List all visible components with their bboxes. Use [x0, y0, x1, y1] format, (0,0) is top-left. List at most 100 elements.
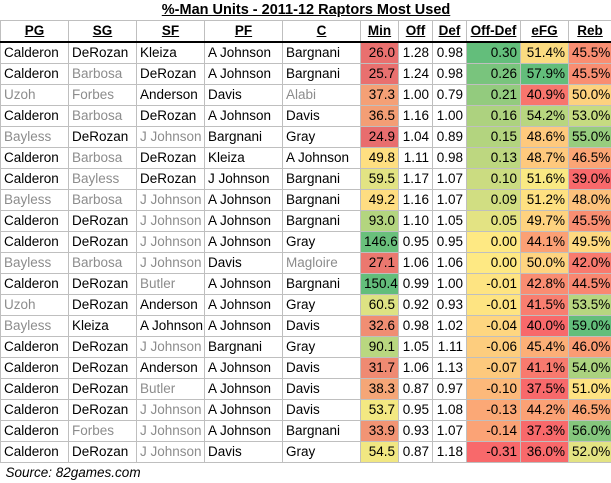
cell-off[interactable]: 0.99 [399, 274, 433, 295]
cell-reb[interactable]: 53.0% [569, 106, 611, 127]
cell-efg[interactable]: 36.0% [521, 442, 569, 463]
cell-pf[interactable]: A Johnson [205, 274, 283, 295]
cell-pg[interactable]: Calderon [1, 211, 69, 232]
cell-offdef[interactable]: 0.26 [467, 64, 521, 85]
cell-efg[interactable]: 41.5% [521, 295, 569, 316]
cell-sf[interactable]: J Johnson [137, 400, 205, 421]
cell-c[interactable]: Gray [283, 232, 361, 253]
cell-sg[interactable]: Barbosa [69, 64, 137, 85]
cell-efg[interactable]: 41.1% [521, 358, 569, 379]
cell-off[interactable]: 1.10 [399, 211, 433, 232]
cell-sf[interactable]: J Johnson [137, 190, 205, 211]
cell-sg[interactable]: Barbosa [69, 106, 137, 127]
cell-off[interactable]: 1.16 [399, 190, 433, 211]
cell-c[interactable]: Bargnani [283, 274, 361, 295]
cell-reb[interactable]: 45.5% [569, 211, 611, 232]
cell-def[interactable]: 1.00 [433, 274, 467, 295]
cell-sg[interactable]: DeRozan [69, 337, 137, 358]
cell-off[interactable]: 1.24 [399, 64, 433, 85]
cell-sg[interactable]: DeRozan [69, 295, 137, 316]
cell-min[interactable]: 26.0 [361, 42, 399, 64]
cell-off[interactable]: 0.98 [399, 316, 433, 337]
cell-pf[interactable]: A Johnson [205, 106, 283, 127]
cell-min[interactable]: 37.3 [361, 85, 399, 106]
header-efg[interactable]: eFG [521, 21, 569, 43]
cell-min[interactable]: 27.1 [361, 253, 399, 274]
cell-sg[interactable]: DeRozan [69, 274, 137, 295]
header-def[interactable]: Def [433, 21, 467, 43]
cell-min[interactable]: 146.6 [361, 232, 399, 253]
cell-efg[interactable]: 45.4% [521, 337, 569, 358]
cell-reb[interactable]: 55.0% [569, 127, 611, 148]
cell-min[interactable]: 33.9 [361, 421, 399, 442]
cell-reb[interactable]: 56.0% [569, 421, 611, 442]
cell-offdef[interactable]: 0.00 [467, 232, 521, 253]
cell-pf[interactable]: A Johnson [205, 64, 283, 85]
cell-min[interactable]: 60.5 [361, 295, 399, 316]
cell-efg[interactable]: 49.7% [521, 211, 569, 232]
cell-pf[interactable]: Davis [205, 253, 283, 274]
cell-efg[interactable]: 37.3% [521, 421, 569, 442]
cell-pg[interactable]: Calderon [1, 64, 69, 85]
cell-c[interactable]: Gray [283, 295, 361, 316]
cell-off[interactable]: 0.87 [399, 379, 433, 400]
cell-offdef[interactable]: 0.13 [467, 148, 521, 169]
cell-pg[interactable]: Calderon [1, 232, 69, 253]
cell-reb[interactable]: 59.0% [569, 316, 611, 337]
header-off[interactable]: Off [399, 21, 433, 43]
cell-sg[interactable]: Barbosa [69, 190, 137, 211]
cell-sg[interactable]: DeRozan [69, 358, 137, 379]
cell-pg[interactable]: Calderon [1, 379, 69, 400]
cell-pg[interactable]: Calderon [1, 169, 69, 190]
cell-efg[interactable]: 37.5% [521, 379, 569, 400]
cell-sg[interactable]: DeRozan [69, 232, 137, 253]
cell-sf[interactable]: J Johnson [137, 421, 205, 442]
cell-off[interactable]: 1.16 [399, 106, 433, 127]
cell-min[interactable]: 53.7 [361, 400, 399, 421]
cell-min[interactable]: 38.3 [361, 379, 399, 400]
cell-min[interactable]: 49.8 [361, 148, 399, 169]
cell-off[interactable]: 1.17 [399, 169, 433, 190]
cell-off[interactable]: 0.92 [399, 295, 433, 316]
cell-sg[interactable]: Kleiza [69, 316, 137, 337]
header-min[interactable]: Min [361, 21, 399, 43]
cell-sf[interactable]: J Johnson [137, 127, 205, 148]
cell-def[interactable]: 0.98 [433, 148, 467, 169]
cell-pg[interactable]: Bayless [1, 253, 69, 274]
cell-offdef[interactable]: 0.00 [467, 253, 521, 274]
header-reb[interactable]: Reb [569, 21, 611, 43]
header-sf[interactable]: SF [137, 21, 205, 43]
cell-pf[interactable]: Bargnani [205, 127, 283, 148]
cell-pg[interactable]: Calderon [1, 400, 69, 421]
cell-off[interactable]: 1.04 [399, 127, 433, 148]
cell-efg[interactable]: 40.9% [521, 85, 569, 106]
cell-reb[interactable]: 39.0% [569, 169, 611, 190]
cell-pg[interactable]: Calderon [1, 148, 69, 169]
cell-def[interactable]: 0.89 [433, 127, 467, 148]
cell-off[interactable]: 0.95 [399, 232, 433, 253]
cell-def[interactable]: 1.11 [433, 337, 467, 358]
cell-pf[interactable]: A Johnson [205, 316, 283, 337]
cell-pf[interactable]: A Johnson [205, 379, 283, 400]
cell-sf[interactable]: J Johnson [137, 442, 205, 463]
cell-def[interactable]: 1.05 [433, 211, 467, 232]
cell-c[interactable]: Bargnani [283, 169, 361, 190]
cell-efg[interactable]: 57.9% [521, 64, 569, 85]
cell-min[interactable]: 49.2 [361, 190, 399, 211]
cell-offdef[interactable]: 0.16 [467, 106, 521, 127]
cell-off[interactable]: 0.93 [399, 421, 433, 442]
cell-sg[interactable]: DeRozan [69, 127, 137, 148]
cell-pf[interactable]: Davis [205, 442, 283, 463]
cell-sg[interactable]: DeRozan [69, 379, 137, 400]
cell-min[interactable]: 31.7 [361, 358, 399, 379]
cell-reb[interactable]: 51.0% [569, 379, 611, 400]
cell-offdef[interactable]: 0.10 [467, 169, 521, 190]
cell-sf[interactable]: DeRozan [137, 64, 205, 85]
cell-pg[interactable]: Calderon [1, 42, 69, 64]
cell-pg[interactable]: Uzoh [1, 85, 69, 106]
cell-offdef[interactable]: -0.01 [467, 274, 521, 295]
cell-off[interactable]: 1.05 [399, 337, 433, 358]
cell-sf[interactable]: Anderson [137, 295, 205, 316]
cell-off[interactable]: 1.28 [399, 42, 433, 64]
header-pf[interactable]: PF [205, 21, 283, 43]
